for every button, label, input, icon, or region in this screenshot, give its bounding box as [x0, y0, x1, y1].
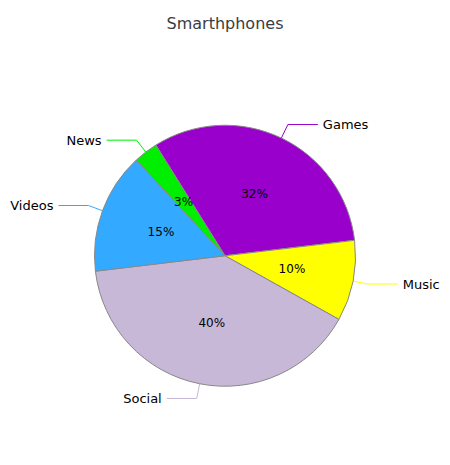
svg-text:32%: 32%	[241, 187, 268, 201]
svg-text:Music: Music	[403, 277, 440, 292]
svg-text:15%: 15%	[148, 225, 175, 239]
svg-text:Games: Games	[323, 117, 369, 132]
svg-text:Social: Social	[123, 391, 162, 406]
svg-text:10%: 10%	[279, 262, 306, 276]
svg-text:Smarthphones: Smarthphones	[167, 14, 284, 33]
svg-text:News: News	[66, 133, 101, 148]
svg-text:Videos: Videos	[10, 198, 53, 213]
svg-text:3%: 3%	[174, 195, 193, 209]
svg-text:40%: 40%	[198, 316, 225, 330]
